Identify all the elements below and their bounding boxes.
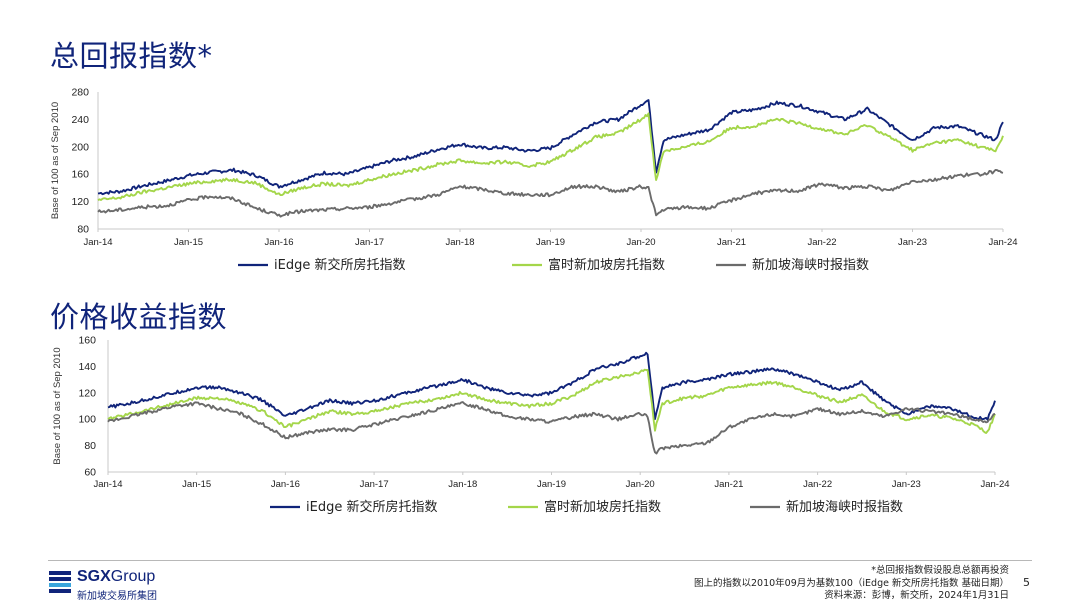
- x-tick-label: Jan-19: [536, 237, 565, 248]
- y-tick-label: 200: [71, 141, 89, 153]
- y-tick-label: 160: [71, 169, 89, 181]
- legend-label: 新加坡海峡时报指数: [752, 257, 869, 273]
- legend-label: 富时新加坡房托指数: [544, 499, 661, 515]
- x-tick-label: Jan-24: [980, 479, 1009, 490]
- legend-label: iEdge 新交所房托指数: [274, 257, 405, 273]
- x-tick-label: Jan-24: [988, 237, 1017, 248]
- logo-wordmark: SGXGroup: [77, 568, 156, 585]
- y-tick-label: 100: [78, 414, 96, 426]
- legend-label: 新加坡海峡时报指数: [786, 499, 903, 515]
- x-tick-label: Jan-16: [264, 237, 293, 248]
- y-tick-label: 80: [77, 224, 89, 236]
- x-tick-label: Jan-17: [360, 479, 389, 490]
- x-tick-label: Jan-15: [182, 479, 211, 490]
- legend-label: 富时新加坡房托指数: [548, 257, 665, 273]
- total-return-chart: Base of 100 as of Sep 2010 80 120 160 200 240…: [50, 87, 1018, 274]
- chart-title-price-return: 价格收益指数: [50, 300, 228, 334]
- x-tick-label: Jan-23: [892, 479, 921, 490]
- series-line: [97, 168, 1004, 218]
- y-tick-label: 80: [84, 440, 96, 452]
- footer-divider: [48, 560, 1032, 561]
- y-axis-label: Base of 100 as of Sep 2010: [50, 102, 61, 219]
- y-tick-label: 120: [78, 387, 96, 399]
- logo-subtitle: 新加坡交易所集团: [77, 591, 157, 602]
- footnotes: *总回报指数假设股息总额再投资 图上的指数以2010年09月为基数100（iEd…: [694, 565, 1009, 603]
- y-tick-label: 120: [71, 196, 89, 208]
- y-tick-label: 140: [78, 361, 96, 373]
- page-number: 5: [1023, 576, 1030, 589]
- y-tick-label: 60: [84, 467, 96, 479]
- y-tick-label: 240: [71, 114, 89, 126]
- series-line: [107, 351, 996, 421]
- y-tick-label: 160: [78, 335, 96, 347]
- x-tick-label: Jan-18: [445, 237, 474, 248]
- x-tick-label: Jan-23: [898, 237, 927, 248]
- sgx-group-logo: SGXGroup 新加坡交易所集团: [49, 568, 189, 603]
- x-tick-label: Jan-22: [807, 237, 836, 248]
- y-axis-label: Base of 100 as of Sep 2010: [52, 347, 63, 464]
- x-tick-label: Jan-20: [626, 237, 655, 248]
- x-tick-label: Jan-21: [714, 479, 743, 490]
- series-line: [107, 401, 996, 455]
- y-tick-label: 280: [71, 87, 89, 99]
- x-tick-label: Jan-14: [83, 237, 112, 248]
- footnote-line: *总回报指数假设股息总额再投资: [871, 565, 1009, 576]
- series-line: [107, 368, 996, 434]
- x-tick-label: Jan-16: [271, 479, 300, 490]
- x-tick-label: Jan-22: [803, 479, 832, 490]
- x-tick-label: Jan-19: [537, 479, 566, 490]
- legend-label: iEdge 新交所房托指数: [306, 499, 437, 515]
- series-line: [97, 112, 1004, 202]
- footnote-line: 资料来源：彭博，新交所，2024年1月31日: [824, 590, 1009, 601]
- x-tick-label: Jan-14: [93, 479, 122, 490]
- x-tick-label: Jan-20: [626, 479, 655, 490]
- price-return-chart: Base of 100 as of Sep 2010 60 80 100 120 140 1…: [52, 335, 1010, 516]
- chart-title-total-return: 总回报指数*: [50, 39, 213, 73]
- x-tick-label: Jan-21: [717, 237, 746, 248]
- series-line: [97, 99, 1004, 196]
- logo-bars-icon: [49, 571, 71, 595]
- footnote-line: 图上的指数以2010年09月为基数100（iEdge 新交所房托指数 基础日期）: [694, 577, 1009, 589]
- x-tick-label: Jan-17: [355, 237, 384, 248]
- x-tick-label: Jan-18: [448, 479, 477, 490]
- x-tick-label: Jan-15: [174, 237, 203, 248]
